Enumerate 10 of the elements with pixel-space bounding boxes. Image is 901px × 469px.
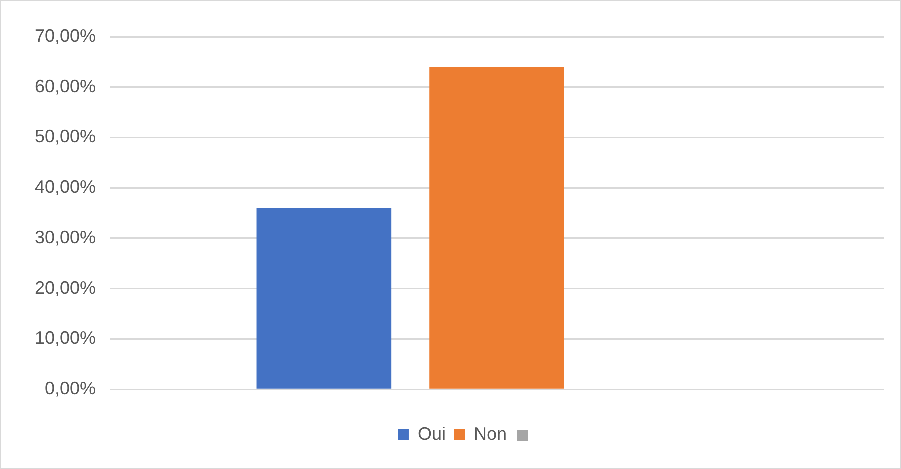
y-tick-label: 60,00% xyxy=(34,76,96,96)
legend-label: Non xyxy=(474,424,508,444)
y-tick-label: 30,00% xyxy=(34,227,96,248)
legend-label: Oui xyxy=(418,424,446,444)
y-tick-label: 0,00% xyxy=(45,378,96,399)
y-tick-label: 40,00% xyxy=(34,177,96,198)
y-tick-label: 50,00% xyxy=(34,126,96,147)
y-tick-label: 20,00% xyxy=(34,278,96,298)
y-tick-label: 10,00% xyxy=(34,328,96,348)
y-tick-label: 70,00% xyxy=(34,26,96,46)
